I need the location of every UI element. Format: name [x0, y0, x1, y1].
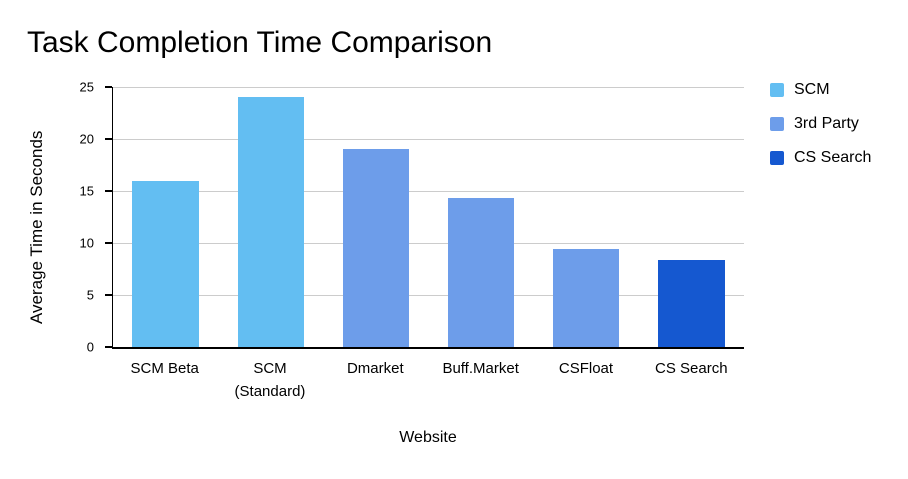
x-tick-label-scm-beta: SCM Beta: [130, 360, 199, 377]
bar-slot-scm-standard: [218, 87, 323, 347]
x-tick-label-dmarket: Dmarket: [346, 360, 404, 377]
plot-area: [112, 87, 744, 349]
legend-item-scm: SCM: [770, 79, 871, 100]
y-tick-label-5: 5: [86, 287, 94, 303]
legend-label-cs-search: CS Search: [794, 148, 872, 166]
gridline-10: [113, 243, 744, 244]
y-tick-label-20: 20: [79, 131, 94, 147]
y-tick-mark-10: [105, 242, 112, 244]
bar-slot-buff-market: [429, 87, 534, 347]
x-tick-label-buff-market: Buff.Market: [442, 360, 519, 377]
x-tick-label-cs-search: CS Search: [655, 360, 728, 377]
legend-swatch-3rd-party: [770, 116, 784, 131]
bar-dmarket: [342, 149, 410, 347]
y-tick-mark-25: [105, 86, 112, 88]
x-tick-labels: SCM Beta SCM (Standard) Dmarket Buff.Market…: [112, 357, 744, 403]
legend-swatch-cs-search: [770, 150, 784, 165]
x-tick-label-scm-standard: SCM (Standard): [234, 360, 306, 400]
bars: [113, 87, 744, 347]
bar-scm-standard: [237, 97, 304, 347]
bar-slot-scm-beta: [113, 87, 218, 347]
y-tick-mark-5: [105, 294, 112, 296]
y-tick-mark-20: [105, 138, 112, 140]
gridline-15: [113, 191, 744, 192]
y-tick-label-0: 0: [86, 339, 94, 355]
y-axis-title: Average Time in Seconds: [27, 130, 46, 324]
gridline-25: [113, 87, 744, 88]
legend: SCM 3rd Party CS Search: [770, 79, 871, 181]
y-tick-labels: 0 5 10 15 20 25: [58, 81, 100, 354]
y-tick-label-10: 10: [79, 235, 94, 251]
bar-slot-dmarket: [323, 87, 428, 347]
y-tick-marks: [105, 86, 112, 348]
gridline-20: [113, 139, 744, 140]
x-axis-title: Website: [399, 429, 457, 446]
y-tick-mark-15: [105, 190, 112, 192]
legend-swatch-scm: [770, 82, 784, 97]
chart-title: Task Completion Time Comparison: [27, 26, 493, 59]
legend-item-3rd-party: 3rd Party: [770, 113, 871, 134]
legend-label-scm: SCM: [794, 80, 830, 98]
bar-slot-csfloat: [534, 87, 639, 347]
y-tick-label-15: 15: [79, 183, 94, 199]
bar-buff-market: [447, 198, 515, 347]
bar-slot-cs-search: [639, 87, 744, 347]
bar-csfloat: [553, 249, 620, 347]
y-tick-mark-0: [105, 346, 112, 348]
legend-label-3rd-party: 3rd Party: [794, 114, 859, 132]
bar-cs-search: [658, 259, 725, 347]
y-tick-label-25: 25: [79, 79, 94, 95]
gridlines: [113, 87, 744, 347]
legend-item-cs-search: CS Search: [770, 147, 871, 168]
x-tick-label-csfloat: CSFloat: [558, 360, 614, 377]
gridline-5: [113, 295, 744, 296]
bar-scm-beta: [132, 180, 199, 347]
